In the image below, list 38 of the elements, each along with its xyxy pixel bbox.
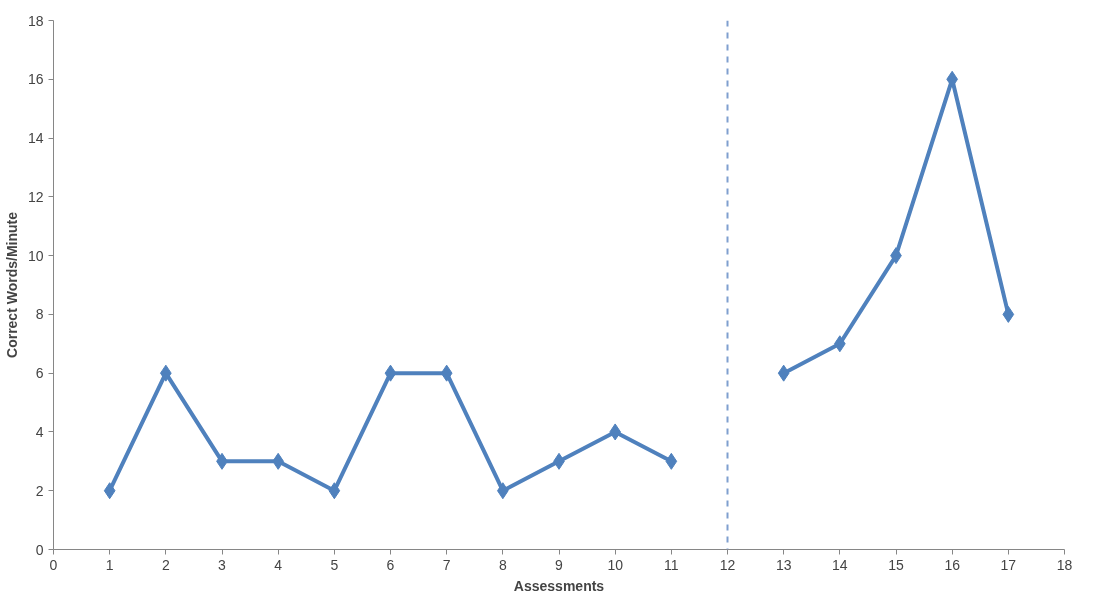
x-tick-label: 17 bbox=[1000, 556, 1017, 573]
y-tick-label: 6 bbox=[35, 365, 44, 382]
y-tick-label: 18 bbox=[27, 12, 44, 29]
y-tick-label: 16 bbox=[27, 71, 44, 88]
y-axis-title: Correct Words/Minute bbox=[3, 211, 20, 358]
x-tick-label: 0 bbox=[49, 556, 58, 573]
y-tick-label: 12 bbox=[27, 188, 44, 205]
x-tick-label: 9 bbox=[555, 556, 564, 573]
x-tick-label: 6 bbox=[386, 556, 395, 573]
point bbox=[777, 364, 790, 382]
point bbox=[665, 452, 678, 470]
y-tick-label: 14 bbox=[27, 130, 44, 147]
point bbox=[328, 482, 341, 500]
point bbox=[1002, 305, 1015, 323]
x-tick-label: 8 bbox=[498, 556, 507, 573]
x-tick-label: 5 bbox=[330, 556, 339, 573]
x-tick-label: 10 bbox=[607, 556, 624, 573]
point bbox=[440, 364, 453, 382]
x-tick-label: 12 bbox=[719, 556, 736, 573]
x-tick-label: 3 bbox=[218, 556, 227, 573]
x-tick-label: 15 bbox=[888, 556, 904, 573]
y-tick-label: 0 bbox=[35, 541, 44, 558]
x-tick-label: 2 bbox=[161, 556, 170, 573]
x-tick-label: 18 bbox=[1056, 556, 1073, 573]
x-tick-label: 7 bbox=[442, 556, 451, 573]
y-tick-label: 4 bbox=[35, 423, 44, 440]
point bbox=[103, 482, 116, 500]
y-tick-label: 10 bbox=[27, 247, 44, 264]
x-tick-label: 14 bbox=[832, 556, 848, 573]
x-tick-label: 13 bbox=[775, 556, 792, 573]
x-tick-label: 16 bbox=[944, 556, 961, 573]
y-tick-label: 8 bbox=[35, 306, 44, 323]
x-axis-title: Assessments bbox=[513, 577, 605, 594]
y-tick-label: 2 bbox=[35, 482, 44, 499]
x-tick-label: 4 bbox=[274, 556, 283, 573]
x-tick-label: 1 bbox=[105, 556, 114, 573]
point bbox=[384, 364, 397, 382]
x-tick-label: 11 bbox=[664, 556, 679, 573]
